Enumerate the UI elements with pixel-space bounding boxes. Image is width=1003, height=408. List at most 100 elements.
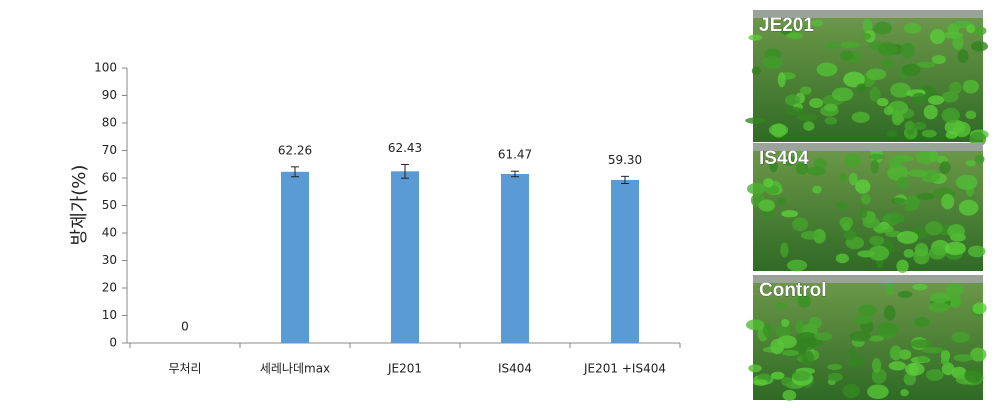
foliage (928, 150, 939, 163)
foliage (970, 347, 987, 362)
foliage (886, 129, 898, 138)
foliage (890, 216, 905, 223)
foliage (852, 315, 872, 325)
photo-label: IS404 (759, 148, 809, 169)
foliage (813, 158, 828, 169)
foliage (868, 153, 885, 160)
foliage (811, 19, 823, 27)
foliage (847, 356, 865, 367)
foliage (798, 294, 811, 308)
foliage (876, 98, 889, 107)
foliage (904, 120, 915, 131)
foliage (905, 362, 925, 376)
foliage (975, 154, 985, 164)
foliage (958, 199, 979, 216)
foliage (782, 389, 797, 401)
foliage (912, 92, 927, 105)
foliage (928, 301, 950, 313)
y-tick-label: 70 (102, 143, 117, 157)
foliage (922, 346, 944, 354)
foliage (771, 123, 787, 138)
photo-top-band (753, 10, 983, 18)
foliage (903, 372, 917, 386)
foliage (842, 383, 860, 399)
foliage (928, 246, 947, 260)
foliage (780, 242, 789, 258)
foliage (941, 193, 955, 210)
foliage (862, 217, 880, 229)
foliage (855, 179, 871, 194)
foliage (782, 349, 799, 357)
foliage (769, 160, 778, 173)
foliage (945, 130, 958, 139)
foliage (898, 349, 912, 360)
foliage (745, 117, 766, 124)
y-tick-label: 30 (102, 253, 117, 267)
foliage (792, 217, 809, 232)
foliage (753, 379, 768, 386)
foliage (800, 230, 820, 240)
foliage (763, 177, 774, 188)
foliage (964, 367, 983, 383)
foliage (914, 316, 930, 328)
foliage (763, 209, 774, 218)
foliage (851, 111, 870, 123)
bar (281, 171, 309, 343)
foliage (951, 331, 970, 343)
y-tick-label: 80 (102, 116, 117, 130)
foliage (748, 34, 763, 41)
x-tick-label: 세레나데max (260, 362, 330, 376)
foliage (877, 322, 898, 336)
foliage (883, 305, 896, 321)
foliage (808, 316, 822, 329)
foliage (929, 28, 946, 45)
foliage (843, 71, 865, 88)
foliage (941, 362, 955, 376)
foliage (914, 242, 929, 257)
foliage (746, 319, 765, 331)
foliage (786, 32, 803, 39)
foliage (862, 32, 872, 40)
foliage (925, 368, 944, 381)
foliage (802, 350, 815, 367)
foliage (903, 204, 912, 212)
foliage (795, 162, 809, 175)
y-tick-label: 40 (102, 226, 117, 240)
foliage (824, 117, 838, 125)
foliage (827, 363, 843, 371)
bar (611, 179, 639, 343)
x-tick-label: IS404 (498, 362, 532, 376)
foliage (868, 245, 890, 261)
foliage (751, 66, 762, 75)
bar (391, 171, 419, 343)
y-tick-label: 0 (109, 336, 117, 350)
foliage (866, 68, 887, 81)
foliage (784, 94, 801, 106)
foliage (777, 196, 786, 206)
foliage (807, 166, 826, 176)
foliage (781, 376, 793, 387)
foliage (921, 129, 937, 138)
x-tick-label: 무처리 (168, 362, 201, 376)
foliage (925, 221, 943, 236)
y-tick-label: 60 (102, 171, 117, 185)
foliage (748, 364, 762, 373)
foliage (816, 62, 838, 77)
foliage (969, 131, 987, 147)
foliage (941, 91, 959, 103)
foliage (953, 121, 971, 138)
foliage (862, 18, 873, 34)
foliage (903, 23, 922, 34)
photo-top-band (753, 143, 983, 151)
foliage (881, 58, 894, 69)
foliage (972, 26, 987, 36)
foliage (771, 371, 785, 380)
foliage (931, 55, 947, 65)
photo-label: Control (759, 280, 827, 301)
y-axis-label: 방제가(%) (69, 165, 90, 246)
photo-panel: JE201 IS404 Control (745, 10, 989, 401)
foliage (763, 323, 772, 339)
foliage (836, 202, 849, 210)
foliage (967, 245, 986, 258)
